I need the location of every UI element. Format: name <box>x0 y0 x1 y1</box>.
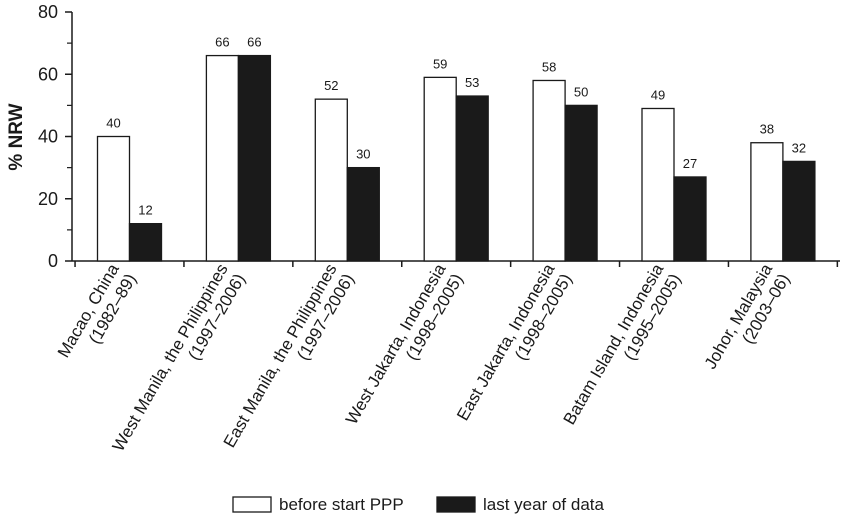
bar-before-start-ppp <box>96 135 131 262</box>
bar-last-year-of-data <box>564 104 598 262</box>
y-tick-label: 20 <box>38 189 58 209</box>
bar-value-label: 58 <box>542 59 556 74</box>
bar-value-label: 66 <box>215 35 229 50</box>
y-tick-label: 0 <box>48 251 58 271</box>
category-label: East Jakarta, Indonesia(1998–2005) <box>453 260 576 424</box>
bar-value-label: 40 <box>106 116 120 131</box>
bar-value-label: 12 <box>138 203 152 218</box>
y-axis: 0 20 40 60 80 <box>38 2 73 271</box>
bar-last-year-of-data <box>237 54 272 262</box>
bar-series <box>96 54 816 262</box>
bar-value-label: 52 <box>324 78 338 93</box>
data-labels: 40 66 52 59 58 49 38 12 66 30 53 50 27 32 <box>106 35 806 218</box>
y-tick-label: 80 <box>38 2 58 22</box>
bar-value-label: 30 <box>356 147 370 162</box>
bar-value-label: 50 <box>574 84 588 99</box>
bar-value-label: 49 <box>651 87 665 102</box>
bar-last-year-of-data <box>455 95 489 262</box>
category-label: Macao, China(1982–89) <box>54 260 140 361</box>
bar-value-label: 66 <box>247 35 261 50</box>
bar-before-start-ppp <box>641 107 675 262</box>
bar-before-start-ppp <box>532 79 566 262</box>
bar-last-year-of-data <box>673 176 707 262</box>
y-tick-label: 40 <box>38 127 58 147</box>
category-label: West Jakarta, Indonesia(1998–2005) <box>342 260 467 428</box>
bar-last-year-of-data <box>128 222 163 262</box>
bar-value-label: 53 <box>465 75 479 90</box>
bar-before-start-ppp <box>423 76 457 262</box>
bar-value-label: 32 <box>792 140 806 155</box>
bar-value-label: 27 <box>683 156 697 171</box>
category-labels: Macao, China(1982–89)West Manila, the Ph… <box>54 260 794 455</box>
bar-last-year-of-data <box>782 160 816 262</box>
legend-label: last year of data <box>483 495 605 514</box>
y-axis-title: % NRW <box>6 103 27 170</box>
bar-before-start-ppp <box>314 98 348 262</box>
legend-swatch <box>436 496 476 513</box>
bar-last-year-of-data <box>346 166 380 262</box>
legend: before start PPP last year of data <box>232 495 605 514</box>
bar-before-start-ppp <box>205 54 240 262</box>
bar-value-label: 59 <box>433 56 447 71</box>
bar-value-label: 38 <box>760 122 774 137</box>
y-tick-label: 60 <box>38 64 58 84</box>
category-label-line: East Jakarta, Indonesia <box>453 260 559 424</box>
bar-before-start-ppp <box>750 142 784 262</box>
category-label-line: West Jakarta, Indonesia <box>342 260 450 428</box>
category-label: Batam Island, Indonesia(1995–2005) <box>560 260 685 428</box>
category-label: Johor, Malaysia(2003–06) <box>701 260 794 372</box>
category-label-line: Batam Island, Indonesia <box>560 260 668 428</box>
legend-swatch <box>232 496 272 513</box>
legend-label: before start PPP <box>279 495 404 514</box>
x-axis <box>72 260 840 267</box>
